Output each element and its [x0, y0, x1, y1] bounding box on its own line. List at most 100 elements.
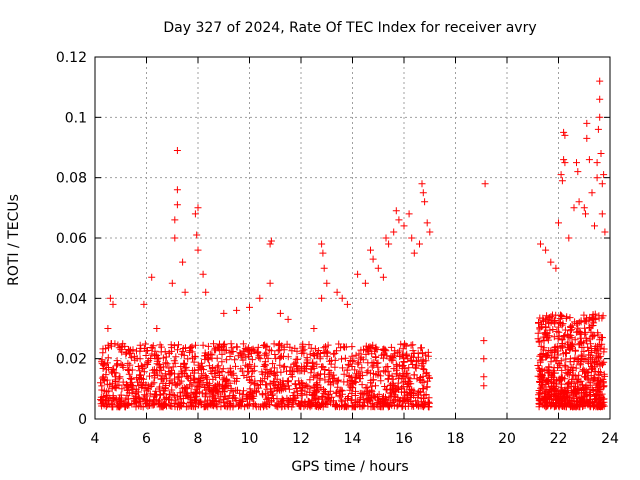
- data-point: [543, 401, 551, 409]
- data-point: [364, 359, 372, 367]
- data-point: [391, 350, 399, 358]
- data-point: [176, 389, 184, 397]
- data-point: [153, 325, 161, 332]
- data-point: [276, 361, 284, 369]
- data-point: [348, 396, 356, 404]
- data-point: [209, 375, 217, 383]
- data-point: [587, 359, 595, 367]
- data-point: [569, 366, 576, 374]
- data-point: [417, 374, 424, 381]
- data-point: [191, 375, 199, 383]
- data-point: [304, 383, 312, 391]
- data-point: [126, 375, 134, 382]
- data-point: [123, 349, 130, 357]
- data-point: [566, 314, 574, 322]
- data-point: [316, 350, 324, 357]
- data-point: [555, 219, 562, 227]
- data-point: [267, 396, 275, 404]
- data-point: [177, 398, 185, 406]
- data-point: [273, 368, 281, 376]
- data-point: [98, 356, 106, 364]
- data-point: [591, 392, 599, 400]
- data-point: [396, 397, 403, 405]
- data-point: [363, 396, 371, 404]
- data-point: [589, 311, 597, 319]
- data-point: [251, 379, 259, 387]
- data-point: [397, 340, 405, 348]
- data-point: [421, 198, 429, 206]
- data-point: [369, 341, 377, 349]
- data-point: [265, 401, 273, 409]
- y-axis-label: ROTI / TECUs: [6, 194, 22, 286]
- data-point: [357, 353, 365, 361]
- data-point: [214, 388, 222, 396]
- data-point: [241, 353, 249, 361]
- data-point: [385, 240, 393, 248]
- data-point: [374, 264, 382, 272]
- data-point: [387, 343, 395, 351]
- data-point: [232, 362, 239, 370]
- data-point: [581, 393, 588, 400]
- data-point: [296, 400, 304, 408]
- data-point: [150, 379, 158, 387]
- data-point: [319, 249, 327, 257]
- data-point: [587, 340, 595, 348]
- data-point: [315, 347, 323, 354]
- data-point: [419, 189, 427, 197]
- data-point: [256, 355, 264, 363]
- data-point: [586, 391, 594, 398]
- data-point: [588, 386, 596, 393]
- data-point: [259, 401, 267, 409]
- data-point: [162, 359, 170, 367]
- data-point: [227, 400, 235, 408]
- data-point: [243, 346, 251, 354]
- data-point: [299, 340, 307, 348]
- data-point: [558, 177, 566, 185]
- data-point: [258, 368, 266, 376]
- data-point: [372, 345, 379, 353]
- data-point: [103, 391, 111, 399]
- data-point: [412, 364, 420, 372]
- data-point: [220, 383, 228, 391]
- data-point: [277, 398, 285, 406]
- data-point: [187, 344, 195, 351]
- data-point: [109, 365, 117, 373]
- data-point: [235, 401, 243, 409]
- data-point: [599, 395, 607, 403]
- data-point: [268, 391, 276, 399]
- data-point: [246, 385, 254, 393]
- data-point: [156, 391, 164, 399]
- data-point: [345, 361, 353, 369]
- data-point: [235, 402, 242, 410]
- data-point: [410, 249, 418, 257]
- data-point: [291, 394, 299, 402]
- data-point: [314, 381, 321, 389]
- data-point: [409, 347, 417, 355]
- data-point: [136, 355, 144, 363]
- data-point: [574, 168, 582, 176]
- data-point: [276, 354, 284, 362]
- data-point: [252, 401, 260, 409]
- data-point: [564, 392, 572, 400]
- data-point: [585, 347, 593, 354]
- data-point: [549, 326, 557, 333]
- data-point: [141, 340, 149, 348]
- x-tick-label: 4: [91, 431, 100, 447]
- data-point: [344, 393, 352, 400]
- data-point: [352, 378, 360, 386]
- data-point: [594, 353, 602, 361]
- data-point: [304, 359, 312, 367]
- data-point: [177, 363, 185, 370]
- data-point: [184, 355, 192, 363]
- data-point: [405, 210, 413, 218]
- data-point: [261, 361, 269, 369]
- data-point: [410, 371, 418, 379]
- data-point: [331, 363, 339, 371]
- data-point: [192, 379, 200, 387]
- data-point: [360, 346, 367, 354]
- x-tick-label: 12: [292, 431, 310, 447]
- data-point: [420, 378, 428, 386]
- data-point: [310, 352, 318, 359]
- data-point: [343, 300, 351, 308]
- data-point: [256, 294, 264, 302]
